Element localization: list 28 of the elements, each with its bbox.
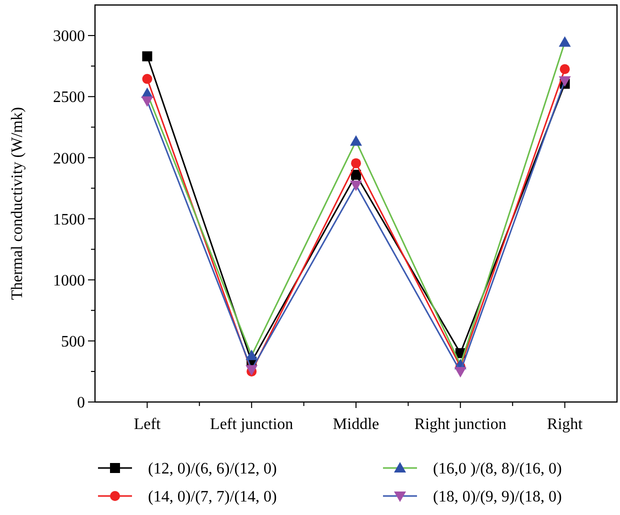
y-tick-label: 2500	[53, 89, 85, 106]
point	[454, 366, 466, 378]
y-tick-label: 2000	[53, 150, 85, 168]
x-tick-label: Left junction	[210, 416, 294, 433]
point	[350, 135, 362, 146]
x-tick-label: Middle	[332, 416, 380, 433]
y-tick-label: 3000	[53, 28, 85, 46]
point	[141, 96, 154, 107]
point	[142, 74, 152, 84]
point	[142, 51, 152, 62]
y-tick-label: 0	[77, 394, 85, 412]
point	[351, 158, 361, 168]
y-tick-label: 500	[61, 334, 85, 351]
legend-label: (14, 0)/(7, 7)/(14, 0)	[148, 488, 277, 506]
point	[350, 180, 362, 192]
point	[246, 350, 258, 360]
legend-label: (18, 0)/(9, 9)/(18, 0)	[433, 488, 562, 506]
point	[558, 76, 571, 87]
point	[560, 64, 570, 74]
point	[558, 36, 571, 47]
x-tick-label: Right junction	[414, 416, 506, 433]
legend-label: (16,0 )/(8, 8)/(16, 0)	[433, 460, 562, 478]
y-axis-title: Thermal conductivity (W/mk)	[9, 107, 26, 300]
x-tick-label: Right	[547, 416, 584, 433]
y-tick-label: 1500	[53, 211, 85, 228]
y-tick-label: 1000	[53, 272, 85, 290]
x-tick-label: Left	[134, 416, 162, 433]
legend-label: (12, 0)/(6, 6)/(12, 0)	[148, 460, 277, 478]
